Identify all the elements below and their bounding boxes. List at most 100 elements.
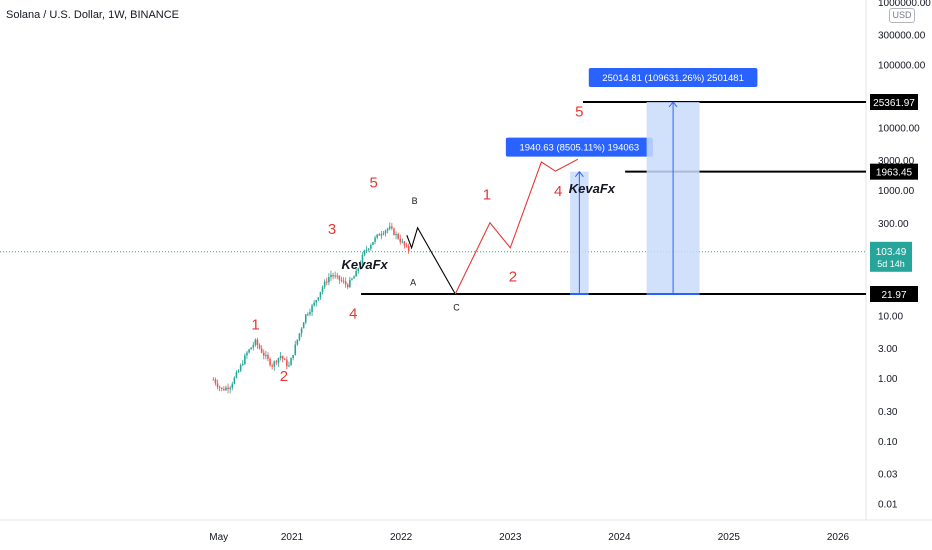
wave-labels: 1 2 3 4 5 1 2 4 5 A B C KevaFx KevaFx	[251, 103, 615, 385]
level-price-tag	[870, 94, 918, 110]
candle-body	[328, 277, 330, 283]
measure-label-bg	[505, 137, 653, 157]
candle-body	[361, 254, 364, 264]
level-price-tag-text: 25361.97	[873, 98, 915, 109]
candle-body	[229, 387, 231, 390]
candle-body	[262, 352, 265, 356]
candle-body	[279, 355, 282, 358]
y-tick-label: 300000.00	[878, 31, 926, 42]
candle-body	[307, 314, 309, 316]
candle-body	[407, 246, 410, 252]
candle-body	[233, 377, 236, 384]
wave-label: 3	[328, 221, 336, 238]
candle-body	[260, 348, 263, 353]
measure-label-bg	[588, 68, 758, 87]
candle-body	[363, 250, 366, 255]
candle-body	[380, 234, 383, 236]
candle-body	[372, 241, 374, 246]
candle-body	[239, 364, 242, 371]
wave-label: 2	[280, 368, 288, 385]
candle-body	[382, 233, 385, 235]
y-tick-label: 0.03	[878, 470, 898, 481]
candle-body	[256, 339, 259, 346]
candle-body	[304, 314, 307, 323]
candle-body	[294, 344, 297, 355]
measure-label: 25014.81 (109631.26%) 2501481	[602, 73, 744, 84]
candle-body	[250, 347, 252, 350]
candle-body	[365, 249, 368, 251]
candle-body	[401, 241, 404, 243]
candle-body	[340, 279, 343, 281]
candle-body	[258, 345, 261, 349]
candle-body	[317, 297, 320, 301]
candle-body	[370, 245, 372, 249]
candle-body	[273, 361, 276, 367]
level-price-tag	[870, 286, 918, 302]
candle-body	[353, 276, 355, 279]
candle-body	[271, 365, 273, 367]
y-tick-label: 0.10	[878, 437, 898, 448]
candle-body	[225, 387, 227, 391]
horizontal-levels	[0, 101, 866, 295]
author-watermark: KevaFx	[342, 257, 389, 272]
candle-body	[309, 311, 311, 315]
candle-body	[237, 370, 240, 373]
candle-body	[286, 359, 288, 367]
candle-body	[311, 305, 313, 312]
candle-body	[355, 270, 357, 277]
candle-body	[336, 275, 339, 277]
candle-body	[319, 291, 322, 298]
measurement-tools: 1940.63 (8505.11%) 194063 25014.81 (10963…	[505, 68, 758, 295]
correction-label: B	[412, 196, 418, 206]
candle-body	[313, 302, 315, 306]
candle-body	[254, 339, 257, 345]
candle-body	[323, 281, 326, 288]
candle-body	[332, 274, 334, 277]
candle-body	[386, 228, 389, 231]
candle-body	[374, 237, 376, 242]
y-tick-label: 1000.00	[878, 186, 915, 197]
candle-body	[218, 386, 221, 388]
candle-body	[349, 279, 351, 288]
candlesticks	[212, 222, 410, 394]
candle-body	[246, 352, 248, 356]
candle-body	[235, 372, 238, 378]
candle-body	[342, 280, 345, 282]
candle-body	[216, 383, 219, 387]
candle-body	[393, 228, 395, 235]
candle-body	[252, 344, 255, 348]
candle-body	[330, 274, 332, 278]
impulse-projection-path	[454, 158, 579, 295]
current-price-tag-text: 103.49	[876, 247, 907, 258]
candle-body	[397, 234, 399, 239]
candle-body	[292, 354, 294, 358]
candle-body	[359, 263, 362, 269]
candle-body	[302, 322, 305, 329]
y-tick-label: 3.00	[878, 344, 898, 355]
measure-arrowhead	[668, 101, 678, 108]
wave-label: 5	[575, 103, 583, 120]
candle-body	[248, 349, 250, 353]
time-axis[interactable]: May 2021 2022 2023 2024 2025 2026	[0, 519, 932, 543]
y-tick-label: 10000.00	[878, 123, 920, 134]
x-tick-label: 2025	[718, 532, 741, 543]
candle-body	[403, 241, 406, 246]
candle-body	[214, 379, 217, 384]
wave-label: 5	[369, 174, 377, 191]
candle-body	[244, 355, 246, 364]
x-tick-label: 2024	[608, 532, 631, 543]
abc-correction-path	[406, 226, 456, 295]
author-watermark: KevaFx	[569, 181, 616, 196]
measure-arrowhead	[574, 170, 584, 177]
candle-body	[223, 389, 225, 391]
y-tick-label: 10.00	[878, 311, 903, 322]
wave-label: 1	[483, 187, 491, 204]
candle-body	[275, 361, 278, 363]
candle-body	[367, 248, 370, 250]
level-price-tag-text: 1963.45	[876, 168, 913, 179]
candle-body	[334, 275, 336, 277]
candle-body	[231, 383, 234, 388]
currency-badge[interactable]: USD	[889, 8, 915, 23]
